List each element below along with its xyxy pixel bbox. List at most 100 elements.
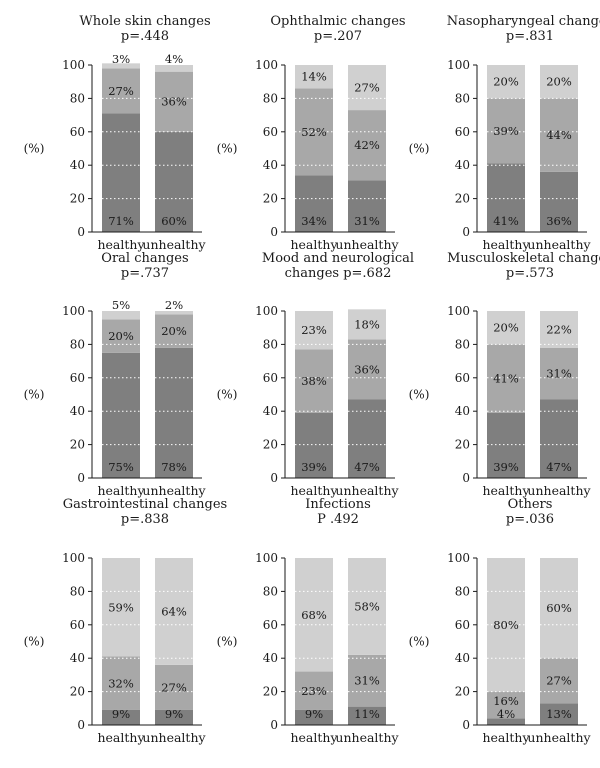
data-label: 22% <box>546 322 572 336</box>
category-label: unhealthy <box>527 237 591 252</box>
y-tick-label: 40 <box>263 651 278 665</box>
y-tick-label: 80 <box>263 584 278 598</box>
y-tick-label: 20 <box>70 685 85 699</box>
y-tick-label: 60 <box>263 618 278 632</box>
data-label: 39% <box>301 460 327 474</box>
y-tick-label: 60 <box>70 618 85 632</box>
data-label: 2% <box>165 298 183 312</box>
data-label: 31% <box>354 214 380 228</box>
bar-segment <box>102 63 140 69</box>
data-label: 27% <box>108 84 134 98</box>
y-tick-label: 20 <box>455 192 470 206</box>
y-tick-label: 100 <box>255 304 278 318</box>
data-label: 23% <box>301 684 327 698</box>
y-tick-label: 0 <box>270 225 278 239</box>
y-tick-label: 0 <box>270 471 278 485</box>
category-label: healthy <box>482 237 530 252</box>
y-tick-label: 60 <box>263 125 278 139</box>
bar-segment <box>102 656 140 710</box>
data-label: 71% <box>108 214 134 228</box>
bar-segment <box>102 113 140 232</box>
data-label: 11% <box>354 707 380 721</box>
y-axis-label: (%) <box>217 388 238 402</box>
data-label: 4% <box>497 707 515 721</box>
data-label: 52% <box>301 125 327 139</box>
bar-segment <box>348 65 386 111</box>
data-label: 68% <box>301 608 327 622</box>
bar-segment <box>487 558 525 692</box>
y-tick-label: 0 <box>77 225 85 239</box>
bar-segment <box>295 349 333 413</box>
chart-title: p=.448 <box>121 29 169 44</box>
bar-segment <box>540 311 578 348</box>
data-label: 41% <box>493 372 519 386</box>
chart-title: changes p=.682 <box>285 266 392 281</box>
y-tick-label: 100 <box>62 58 85 72</box>
y-tick-label: 0 <box>462 718 470 732</box>
chart-title: Others <box>508 497 553 512</box>
y-tick-label: 20 <box>455 438 470 452</box>
y-axis-label: (%) <box>409 142 430 156</box>
bar-segment <box>487 311 525 345</box>
bar-segment <box>102 68 140 114</box>
data-label: 18% <box>354 317 380 331</box>
y-tick-label: 80 <box>70 337 85 351</box>
bar-segment <box>102 558 140 657</box>
bar-segment <box>295 88 333 176</box>
bar-segment <box>487 412 525 478</box>
chart-title: P .492 <box>317 512 359 527</box>
chart-title: p=.207 <box>314 29 362 44</box>
chart-title: Ophthalmic changes <box>270 14 405 29</box>
data-label: 41% <box>493 214 519 228</box>
data-label: 59% <box>108 600 134 614</box>
y-axis-label: (%) <box>217 142 238 156</box>
y-tick-label: 40 <box>455 404 470 418</box>
bar-segment <box>487 65 525 99</box>
category-label: unhealthy <box>527 730 591 745</box>
bar-segment <box>155 558 193 665</box>
bar-segment <box>348 558 386 655</box>
chart-title: p=.573 <box>506 266 554 281</box>
y-tick-label: 100 <box>447 304 470 318</box>
bar-segment <box>348 110 386 181</box>
y-tick-label: 80 <box>70 91 85 105</box>
category-label: healthy <box>482 730 530 745</box>
y-axis-label: (%) <box>217 635 238 649</box>
category-label: healthy <box>97 730 145 745</box>
data-label: 44% <box>546 128 572 142</box>
bar-segment <box>155 65 193 72</box>
y-tick-label: 80 <box>263 337 278 351</box>
y-tick-label: 80 <box>455 337 470 351</box>
data-label: 64% <box>161 604 187 618</box>
category-label: unhealthy <box>335 483 399 498</box>
bar-segment <box>155 311 193 315</box>
chart-title: p=.737 <box>121 266 169 281</box>
bar-segment <box>155 314 193 348</box>
data-label: 27% <box>546 674 572 688</box>
bar-segment <box>155 664 193 710</box>
data-label: 39% <box>493 460 519 474</box>
data-label: 36% <box>354 362 380 376</box>
data-label: 78% <box>161 460 187 474</box>
bar-segment <box>155 709 193 725</box>
category-label: unhealthy <box>142 730 206 745</box>
data-label: 42% <box>354 138 380 152</box>
y-tick-label: 100 <box>255 551 278 565</box>
bar-segment <box>540 703 578 725</box>
category-label: healthy <box>290 237 338 252</box>
category-label: healthy <box>482 483 530 498</box>
data-label: 20% <box>108 329 134 343</box>
bar-segment <box>295 175 333 232</box>
chart-title: p=.838 <box>121 512 169 527</box>
y-tick-label: 80 <box>70 584 85 598</box>
data-label: 58% <box>354 599 380 613</box>
category-label: healthy <box>97 237 145 252</box>
y-tick-label: 20 <box>455 685 470 699</box>
data-label: 34% <box>301 214 327 228</box>
y-tick-label: 80 <box>455 584 470 598</box>
